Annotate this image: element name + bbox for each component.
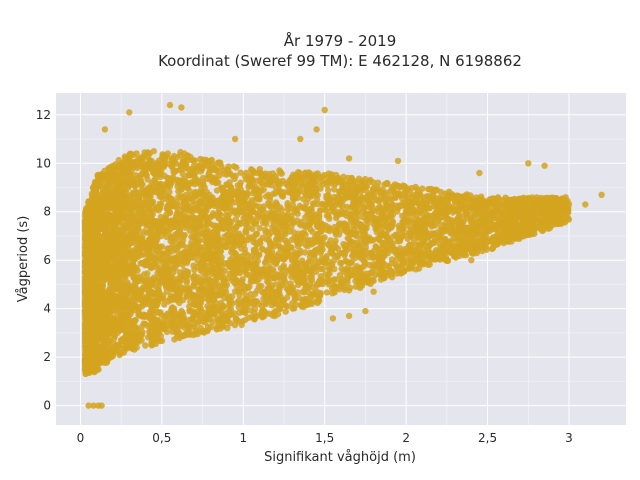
data-point <box>259 288 266 296</box>
data-point <box>242 316 249 323</box>
data-points <box>82 101 605 409</box>
data-point <box>408 241 415 248</box>
data-point <box>282 308 289 315</box>
data-point <box>296 202 304 210</box>
data-point <box>346 284 354 291</box>
data-point <box>278 206 286 214</box>
data-point <box>299 288 306 296</box>
data-point <box>228 300 236 307</box>
data-point <box>256 225 263 232</box>
data-point <box>356 196 363 203</box>
data-point <box>137 330 144 337</box>
data-point <box>238 321 245 328</box>
data-point <box>134 164 141 172</box>
data-point <box>317 265 324 273</box>
data-point <box>342 257 349 265</box>
data-point <box>332 237 339 244</box>
data-point <box>246 283 253 290</box>
data-point <box>274 310 282 318</box>
data-point <box>319 181 326 188</box>
data-point <box>420 238 427 245</box>
data-point <box>142 342 149 349</box>
data-point <box>553 220 560 228</box>
data-point <box>133 264 140 271</box>
data-point <box>236 196 243 203</box>
data-point <box>115 185 123 192</box>
data-point <box>161 301 168 308</box>
data-point <box>191 323 198 331</box>
data-point <box>424 261 432 268</box>
data-point <box>209 318 216 326</box>
data-point <box>436 241 443 248</box>
data-point <box>284 303 291 310</box>
data-point <box>387 238 394 245</box>
data-point <box>250 189 257 197</box>
data-point <box>331 186 338 193</box>
data-point <box>388 274 396 281</box>
data-point <box>440 203 447 210</box>
data-point <box>374 179 382 186</box>
data-point <box>191 157 199 164</box>
data-point <box>260 186 267 193</box>
data-point <box>239 276 246 283</box>
data-point <box>300 195 307 203</box>
data-point <box>153 261 160 269</box>
data-point <box>335 250 343 258</box>
data-point <box>319 242 326 249</box>
data-point <box>258 245 266 252</box>
data-point <box>322 207 329 214</box>
chart-title-line-1: År 1979 - 2019 <box>284 31 397 50</box>
plot-area <box>56 93 626 425</box>
data-point <box>497 219 504 227</box>
data-point <box>265 237 273 244</box>
data-point <box>129 259 136 266</box>
data-point <box>225 275 232 282</box>
data-point <box>279 177 287 185</box>
data-point <box>251 316 258 323</box>
data-point <box>252 183 259 191</box>
data-point <box>324 226 331 234</box>
data-point <box>284 200 291 207</box>
data-point <box>252 248 260 256</box>
data-point <box>272 206 280 213</box>
data-point <box>176 329 183 336</box>
data-point <box>319 221 326 228</box>
data-point <box>335 211 342 219</box>
data-point <box>141 228 148 235</box>
data-point <box>262 229 269 236</box>
data-point <box>227 256 234 263</box>
data-point <box>375 198 383 205</box>
data-point <box>124 279 131 286</box>
data-point <box>529 194 536 201</box>
data-point <box>403 254 410 262</box>
chart-title-line-2: Koordinat (Sweref 99 TM): E 462128, N 61… <box>158 52 522 70</box>
data-point <box>288 236 295 244</box>
data-point <box>273 252 280 259</box>
data-point <box>230 163 238 170</box>
data-point <box>258 282 265 290</box>
data-point <box>416 204 423 211</box>
data-point <box>199 179 207 186</box>
data-point <box>113 225 121 232</box>
data-point <box>198 164 205 171</box>
data-point <box>323 289 331 296</box>
data-point <box>158 243 166 250</box>
data-point <box>166 188 173 196</box>
data-point <box>329 290 336 297</box>
data-point <box>138 171 145 178</box>
data-point <box>415 234 422 242</box>
data-point <box>143 171 150 178</box>
data-point <box>386 194 394 201</box>
data-point <box>353 185 361 192</box>
